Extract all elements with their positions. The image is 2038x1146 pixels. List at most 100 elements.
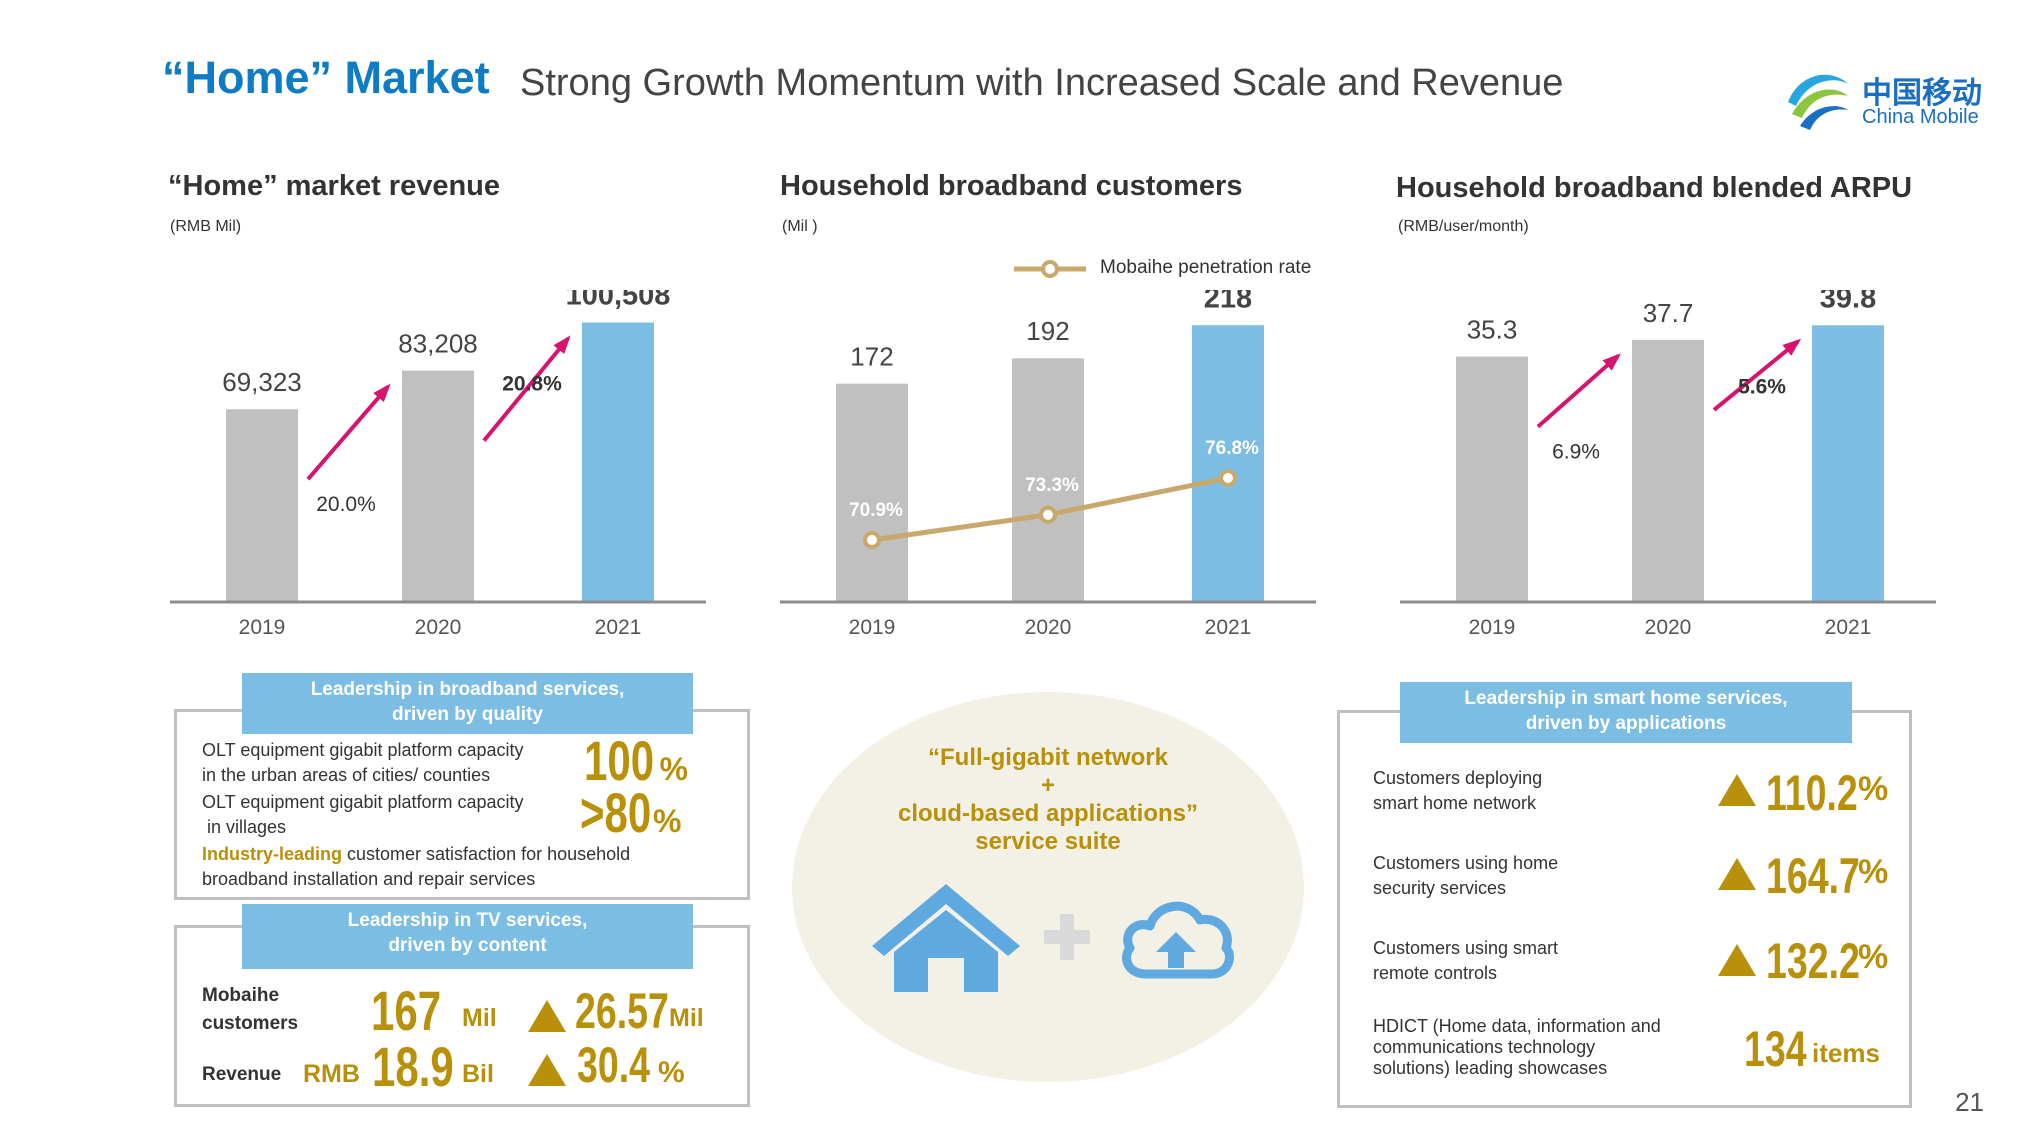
chart3-title: Household broadband blended ARPU: [1396, 172, 1913, 204]
bar-2021: [1812, 325, 1884, 602]
village-line1: OLT equipment gigabit platform capacity: [202, 792, 524, 812]
satisfaction-highlight: Industry-leading: [202, 844, 343, 864]
penetration-point: [1039, 505, 1057, 524]
suite-line4: service suite: [975, 828, 1121, 855]
bar-2019: [1456, 356, 1528, 602]
data-label: 83,208: [398, 329, 478, 359]
village-capacity-value: >80%: [580, 780, 681, 845]
data-label: 35.3: [1467, 315, 1518, 345]
smart-home-banner-line2: driven by applications: [1525, 713, 1727, 734]
tv-banner-line2: driven by content: [388, 935, 547, 956]
logo-english-text: China Mobile: [1862, 106, 1979, 128]
growth-arrowhead-icon: [373, 383, 391, 403]
data-label: 39.8: [1820, 290, 1876, 314]
village-line2: in villages: [202, 817, 287, 837]
x-tick-label: 2021: [1825, 616, 1872, 639]
legend-label: Mobaihe penetration rate: [1100, 257, 1312, 278]
revenue-value: 18.9: [372, 1035, 454, 1098]
customers-value: 167: [371, 979, 442, 1042]
x-tick-label: 2020: [1025, 616, 1072, 639]
village-capacity-label: OLT equipment gigabit platform capacity …: [202, 790, 524, 840]
hdict-label: HDICT (Home data, information and commun…: [1373, 1016, 1661, 1079]
mobaihe-customers-label: Mobaihe customers: [202, 982, 298, 1038]
row2-unit: %: [1858, 853, 1889, 891]
legend-line-marker: [1014, 260, 1086, 278]
customers-label-2: customers: [202, 1013, 299, 1034]
customers-up-triangle-icon: [528, 1000, 566, 1032]
urban-line1: OLT equipment gigabit platform capacity: [202, 740, 524, 760]
revenue-label: Revenue: [202, 1064, 282, 1085]
penetration-label: 76.8%: [1205, 438, 1259, 459]
row3-label2: remote controls: [1373, 963, 1498, 983]
hdict-line3: solutions) leading showcases: [1373, 1058, 1608, 1078]
china-mobile-logo-icon: [1788, 74, 1848, 130]
chart2-legend: Mobaihe penetration rate: [1012, 254, 1342, 284]
village-value: >80: [580, 781, 652, 844]
page-subtitle: Strong Growth Momentum with Increased Sc…: [520, 62, 1564, 104]
growth-arrowhead-icon: [1782, 338, 1802, 356]
penetration-point: [863, 531, 881, 549]
suite-line3: cloud-based applications”: [897, 800, 1199, 827]
x-tick-label: 2021: [1205, 616, 1252, 639]
growth-label: 20.0%: [316, 493, 376, 516]
x-tick-label: 2019: [849, 616, 896, 639]
x-tick-label: 2021: [595, 616, 642, 639]
revenue-up-triangle-icon: [528, 1054, 566, 1086]
smart-home-box: [1337, 710, 1912, 1108]
smart-home-row-3-label: Customers using smart remote controls: [1373, 936, 1558, 986]
growth-label: 20.8%: [502, 372, 562, 395]
row2-value: 164.7: [1766, 848, 1860, 904]
row1-label1: Customers deploying: [1373, 768, 1543, 788]
hdict-value: 134: [1744, 1021, 1807, 1077]
growth-arrowhead-icon: [553, 335, 571, 355]
data-label: 100,508: [566, 290, 671, 311]
row3-unit: %: [1858, 938, 1889, 976]
hdict-unit: items: [1812, 1038, 1880, 1068]
x-tick-label: 2020: [415, 616, 462, 639]
smart-home-row-1-label: Customers deploying smart home network: [1373, 766, 1542, 816]
broadband-banner-line1: Leadership in broadband services,: [310, 679, 625, 700]
x-tick-label: 2019: [1469, 616, 1516, 639]
cloud-upload-icon: [1122, 901, 1234, 979]
suite-text: “Full-gigabit network + cloud-based appl…: [792, 744, 1304, 856]
smart-home-banner-line1: Leadership in smart home services,: [1464, 688, 1788, 709]
row2-up-triangle-icon: [1718, 858, 1756, 890]
urban-percent: %: [659, 751, 688, 787]
smart-home-row-2-label: Customers using home security services: [1373, 851, 1558, 901]
customers-unit: Mil: [462, 1004, 497, 1032]
satisfaction-rest: customer satisfaction for household: [342, 844, 631, 864]
row2-label2: security services: [1373, 878, 1507, 898]
suite-line1: “Full-gigabit network: [928, 744, 1168, 771]
growth-arrow: [1536, 354, 1620, 429]
row1-up-triangle-icon: [1718, 774, 1756, 806]
growth-label: 6.9%: [1552, 441, 1600, 464]
bar-2020: [402, 370, 474, 602]
chart2-unit: (Mil ): [782, 218, 818, 235]
revenue-prefix: RMB: [303, 1060, 360, 1088]
row2-label1: Customers using home: [1373, 853, 1559, 873]
urban-line2: in the urban areas of cities/ counties: [202, 765, 491, 785]
satisfaction-text: Industry-leading customer satisfaction f…: [202, 842, 630, 892]
village-percent: %: [653, 803, 682, 839]
plus-icon: [1044, 914, 1090, 960]
page-number: 21: [1955, 1087, 1984, 1117]
chart3-unit: (RMB/user/month): [1398, 218, 1529, 235]
broadband-box: [174, 709, 750, 900]
arpu-chart: 35.3 2019 37.7 2020 39.8 2021 6.9% 5.6%: [1400, 290, 1936, 639]
urban-capacity-label: OLT equipment gigabit platform capacity …: [202, 738, 524, 788]
growth-arrow: [1712, 339, 1800, 412]
china-mobile-logo: 中国移动 China Mobile: [1782, 62, 1992, 142]
suite-ellipse: [792, 692, 1304, 1082]
logo-chinese-text: 中国移动: [1862, 76, 1982, 111]
row1-unit: %: [1858, 770, 1889, 808]
x-tick-label: 2019: [239, 616, 286, 639]
chart2-title: Household broadband customers: [780, 170, 1243, 202]
chart1-title: “Home” market revenue: [168, 170, 501, 202]
customers-label-1: Mobaihe: [202, 985, 280, 1006]
urban-capacity-value: 100%: [584, 728, 688, 793]
row3-label1: Customers using smart: [1373, 938, 1559, 958]
growth-arrow: [482, 337, 570, 442]
satisfaction-line2: broadband installation and repair servic…: [202, 869, 536, 889]
urban-value: 100: [584, 729, 655, 792]
bar-2021: [1192, 325, 1264, 602]
